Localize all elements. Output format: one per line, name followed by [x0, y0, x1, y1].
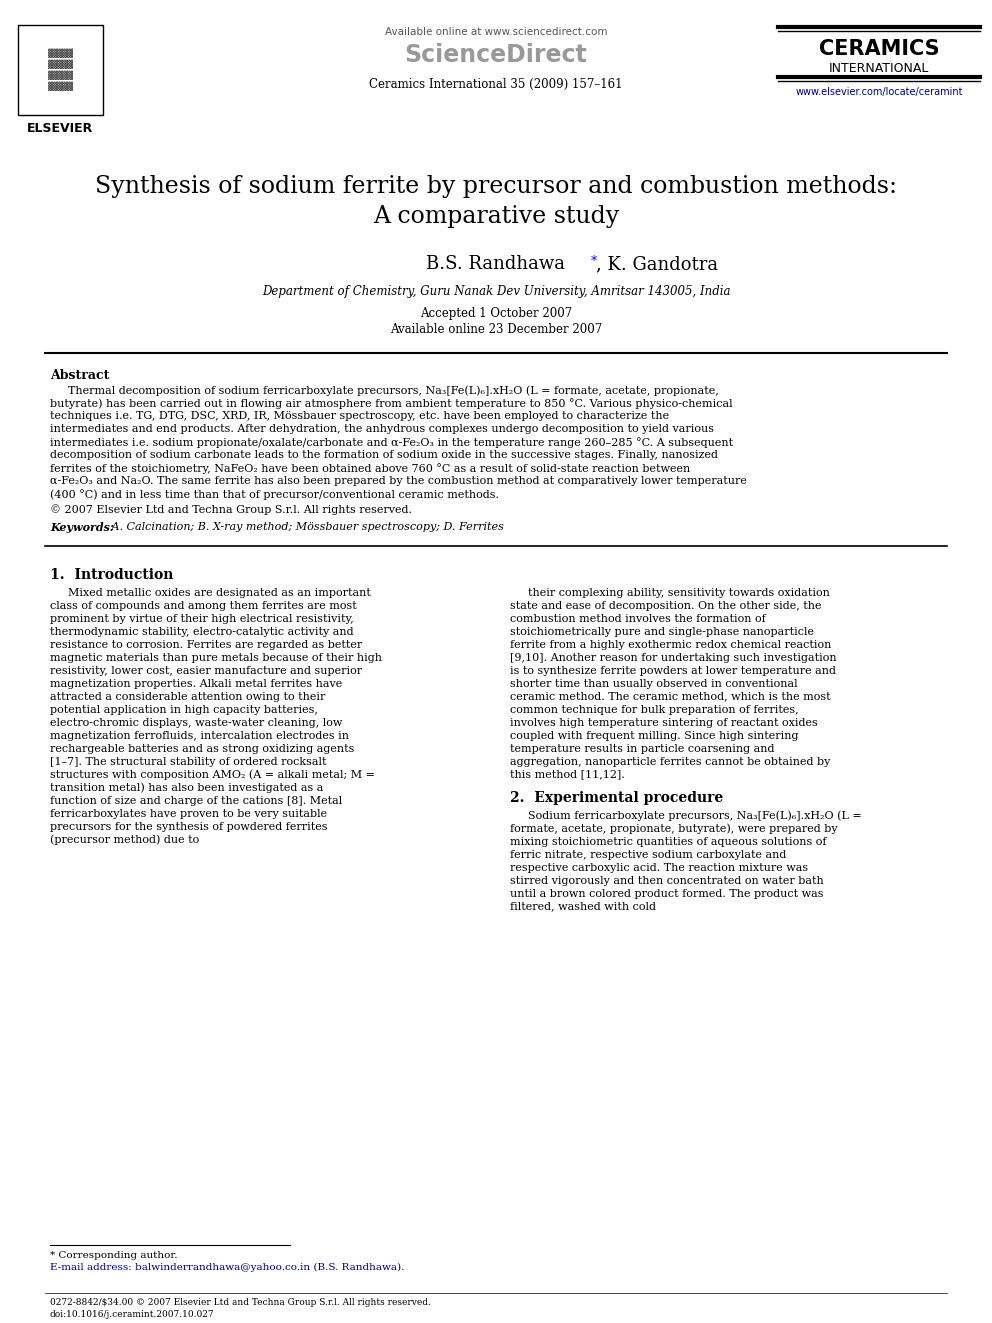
Text: E-mail address: balwinderrandhawa@yahoo.co.in (B.S. Randhawa).: E-mail address: balwinderrandhawa@yahoo.… — [50, 1263, 405, 1273]
Text: A. Calcination; B. X-ray method; Mössbauer spectroscopy; D. Ferrites: A. Calcination; B. X-ray method; Mössbau… — [108, 523, 504, 532]
Text: magnetization properties. Alkali metal ferrites have: magnetization properties. Alkali metal f… — [50, 679, 342, 688]
Text: Available online at www.sciencedirect.com: Available online at www.sciencedirect.co… — [385, 26, 607, 37]
Text: Available online 23 December 2007: Available online 23 December 2007 — [390, 323, 602, 336]
Text: precursors for the synthesis of powdered ferrites: precursors for the synthesis of powdered… — [50, 822, 327, 832]
Text: Synthesis of sodium ferrite by precursor and combustion methods:: Synthesis of sodium ferrite by precursor… — [95, 175, 897, 198]
Text: potential application in high capacity batteries,: potential application in high capacity b… — [50, 705, 317, 714]
Text: class of compounds and among them ferrites are most: class of compounds and among them ferrit… — [50, 601, 357, 611]
Text: resistivity, lower cost, easier manufacture and superior: resistivity, lower cost, easier manufact… — [50, 665, 362, 676]
Text: ▓▓▓▓▓
▓▓▓▓▓
▓▓▓▓▓
▓▓▓▓▓: ▓▓▓▓▓ ▓▓▓▓▓ ▓▓▓▓▓ ▓▓▓▓▓ — [48, 49, 72, 91]
Text: stirred vigorously and then concentrated on water bath: stirred vigorously and then concentrated… — [510, 876, 823, 885]
Text: prominent by virtue of their high electrical resistivity,: prominent by virtue of their high electr… — [50, 614, 354, 623]
Text: rechargeable batteries and as strong oxidizing agents: rechargeable batteries and as strong oxi… — [50, 744, 354, 754]
Text: Accepted 1 October 2007: Accepted 1 October 2007 — [420, 307, 572, 320]
Text: thermodynamic stability, electro-catalytic activity and: thermodynamic stability, electro-catalyt… — [50, 627, 353, 636]
Text: (400 °C) and in less time than that of precursor/conventional ceramic methods.: (400 °C) and in less time than that of p… — [50, 490, 499, 500]
Text: Mixed metallic oxides are designated as an important: Mixed metallic oxides are designated as … — [68, 587, 371, 598]
Text: until a brown colored product formed. The product was: until a brown colored product formed. Th… — [510, 889, 823, 898]
Text: Abstract: Abstract — [50, 369, 109, 382]
Text: [1–7]. The structural stability of ordered rocksalt: [1–7]. The structural stability of order… — [50, 757, 326, 766]
Text: ELSEVIER: ELSEVIER — [27, 122, 93, 135]
Text: respective carboxylic acid. The reaction mixture was: respective carboxylic acid. The reaction… — [510, 863, 808, 873]
Text: ferric nitrate, respective sodium carboxylate and: ferric nitrate, respective sodium carbox… — [510, 849, 787, 860]
Text: coupled with frequent milling. Since high sintering: coupled with frequent milling. Since hig… — [510, 730, 799, 741]
Text: function of size and charge of the cations [8]. Metal: function of size and charge of the catio… — [50, 795, 342, 806]
Text: Keywords:: Keywords: — [50, 523, 118, 533]
Text: common technique for bulk preparation of ferrites,: common technique for bulk preparation of… — [510, 705, 799, 714]
Text: 1.  Introduction: 1. Introduction — [50, 568, 174, 582]
Text: filtered, washed with cold: filtered, washed with cold — [510, 901, 656, 912]
Text: www.elsevier.com/locate/ceramint: www.elsevier.com/locate/ceramint — [796, 87, 963, 97]
Text: decomposition of sodium carbonate leads to the formation of sodium oxide in the : decomposition of sodium carbonate leads … — [50, 450, 718, 460]
Text: involves high temperature sintering of reactant oxides: involves high temperature sintering of r… — [510, 717, 817, 728]
Text: B.S. Randhawa: B.S. Randhawa — [427, 255, 565, 273]
Text: resistance to corrosion. Ferrites are regarded as better: resistance to corrosion. Ferrites are re… — [50, 639, 362, 650]
Text: is to synthesize ferrite powders at lower temperature and: is to synthesize ferrite powders at lowe… — [510, 665, 836, 676]
Text: temperature results in particle coarsening and: temperature results in particle coarseni… — [510, 744, 775, 754]
Text: α-Fe₂O₃ and Na₂O. The same ferrite has also been prepared by the combustion meth: α-Fe₂O₃ and Na₂O. The same ferrite has a… — [50, 476, 747, 486]
Text: state and ease of decomposition. On the other side, the: state and ease of decomposition. On the … — [510, 601, 821, 611]
Text: 2.  Experimental procedure: 2. Experimental procedure — [510, 791, 723, 804]
Text: [9,10]. Another reason for undertaking such investigation: [9,10]. Another reason for undertaking s… — [510, 652, 836, 663]
Text: attracted a considerable attention owing to their: attracted a considerable attention owing… — [50, 692, 325, 701]
Text: intermediates i.e. sodium propionate/oxalate/carbonate and α-Fe₂O₃ in the temper: intermediates i.e. sodium propionate/oxa… — [50, 437, 733, 448]
Text: mixing stoichiometric quantities of aqueous solutions of: mixing stoichiometric quantities of aque… — [510, 836, 826, 847]
Text: doi:10.1016/j.ceramint.2007.10.027: doi:10.1016/j.ceramint.2007.10.027 — [50, 1310, 214, 1319]
Text: Sodium ferricarboxylate precursors, Na₃[Fe(L)₆].xH₂O (L =: Sodium ferricarboxylate precursors, Na₃[… — [528, 811, 862, 822]
Text: ScienceDirect: ScienceDirect — [405, 44, 587, 67]
Text: shorter time than usually observed in conventional: shorter time than usually observed in co… — [510, 679, 798, 688]
Text: transition metal) has also been investigated as a: transition metal) has also been investig… — [50, 783, 323, 794]
Text: ceramic method. The ceramic method, which is the most: ceramic method. The ceramic method, whic… — [510, 692, 830, 701]
Text: intermediates and end products. After dehydration, the anhydrous complexes under: intermediates and end products. After de… — [50, 423, 714, 434]
Text: their complexing ability, sensitivity towards oxidation: their complexing ability, sensitivity to… — [528, 587, 830, 598]
Text: butyrate) has been carried out in flowing air atmosphere from ambient temperatur: butyrate) has been carried out in flowin… — [50, 398, 733, 409]
Text: Thermal decomposition of sodium ferricarboxylate precursors, Na₃[Fe(L)₆].xH₂O (L: Thermal decomposition of sodium ferricar… — [68, 385, 719, 396]
Text: combustion method involves the formation of: combustion method involves the formation… — [510, 614, 766, 623]
Text: ferrite from a highly exothermic redox chemical reaction: ferrite from a highly exothermic redox c… — [510, 639, 831, 650]
Text: © 2007 Elsevier Ltd and Techna Group S.r.l. All rights reserved.: © 2007 Elsevier Ltd and Techna Group S.r… — [50, 504, 412, 515]
Text: Department of Chemistry, Guru Nanak Dev University, Amritsar 143005, India: Department of Chemistry, Guru Nanak Dev … — [262, 284, 730, 298]
Text: electro-chromic displays, waste-water cleaning, low: electro-chromic displays, waste-water cl… — [50, 717, 342, 728]
Text: magnetic materials than pure metals because of their high: magnetic materials than pure metals beca… — [50, 652, 382, 663]
Text: ferrites of the stoichiometry, NaFeO₂ have been obtained above 760 °C as a resul: ferrites of the stoichiometry, NaFeO₂ ha… — [50, 463, 690, 474]
Text: , K. Gandotra: , K. Gandotra — [596, 255, 718, 273]
Text: 0272-8842/$34.00 © 2007 Elsevier Ltd and Techna Group S.r.l. All rights reserved: 0272-8842/$34.00 © 2007 Elsevier Ltd and… — [50, 1298, 431, 1307]
Text: INTERNATIONAL: INTERNATIONAL — [828, 62, 930, 75]
Text: * Corresponding author.: * Corresponding author. — [50, 1252, 178, 1259]
Text: this method [11,12].: this method [11,12]. — [510, 770, 625, 779]
Text: A comparative study: A comparative study — [373, 205, 619, 228]
Text: aggregation, nanoparticle ferrites cannot be obtained by: aggregation, nanoparticle ferrites canno… — [510, 757, 830, 766]
Text: magnetization ferrofluids, intercalation electrodes in: magnetization ferrofluids, intercalation… — [50, 730, 349, 741]
Text: (precursor method) due to: (precursor method) due to — [50, 835, 199, 845]
Text: ferricarboxylates have proven to be very suitable: ferricarboxylates have proven to be very… — [50, 808, 327, 819]
Text: techniques i.e. TG, DTG, DSC, XRD, IR, Mössbauer spectroscopy, etc. have been em: techniques i.e. TG, DTG, DSC, XRD, IR, M… — [50, 411, 670, 421]
Text: Ceramics International 35 (2009) 157–161: Ceramics International 35 (2009) 157–161 — [369, 78, 623, 91]
Text: stoichiometrically pure and single-phase nanoparticle: stoichiometrically pure and single-phase… — [510, 627, 814, 636]
Text: formate, acetate, propionate, butyrate), were prepared by: formate, acetate, propionate, butyrate),… — [510, 824, 837, 835]
Text: CERAMICS: CERAMICS — [818, 38, 939, 60]
Text: *: * — [591, 255, 597, 269]
Bar — [18, 25, 103, 115]
Text: structures with composition AMO₂ (A = alkali metal; M =: structures with composition AMO₂ (A = al… — [50, 770, 375, 781]
